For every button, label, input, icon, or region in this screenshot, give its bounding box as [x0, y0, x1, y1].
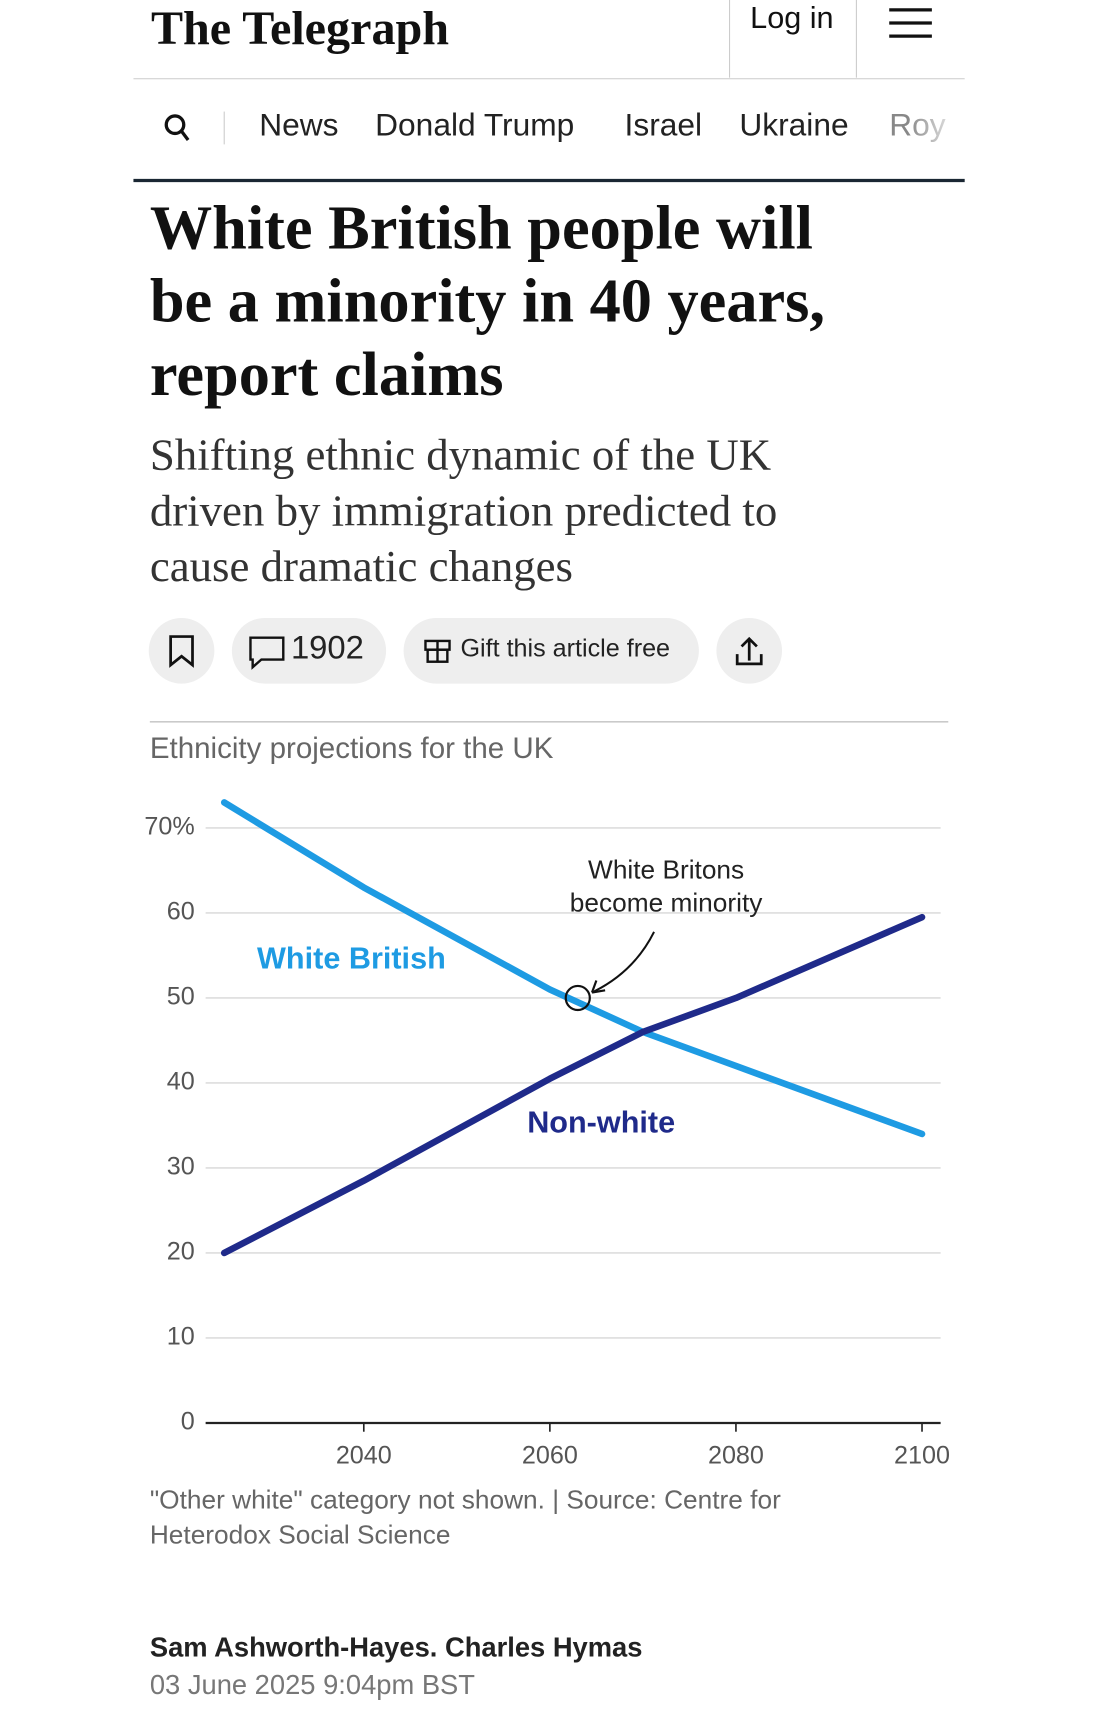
headline: White British people will [150, 193, 813, 262]
nav-item[interactable]: Donald Trump [375, 106, 574, 142]
bookmark-icon [169, 635, 194, 668]
byline[interactable]: Sam Ashworth-Hayes. Charles Hymas [150, 1632, 643, 1663]
x-tick-label: 2040 [336, 1442, 392, 1470]
y-tick-label: 20 [167, 1238, 195, 1266]
standfirst: Shifting ethnic dynamic of the UK [150, 430, 771, 480]
series-line [220, 799, 926, 1138]
nav-item[interactable]: Ukraine [739, 106, 848, 142]
menu-icon[interactable] [889, 8, 932, 38]
y-tick-label: 10 [167, 1323, 195, 1351]
chart-footnote: "Other white" category not shown. | Sour… [150, 1485, 781, 1515]
gift-icon [424, 639, 451, 663]
y-tick-label: 40 [167, 1068, 195, 1096]
share-icon [735, 636, 763, 666]
comment-count: 1902 [291, 628, 364, 665]
y-tick-label: 50 [167, 983, 195, 1011]
date: 03 June 2025 9:04pm BST [150, 1669, 475, 1700]
y-tick-label: 30 [167, 1153, 195, 1181]
nav-item[interactable]: Israel [625, 106, 703, 142]
y-tick-label: 0 [181, 1408, 195, 1436]
headline: report claims [150, 340, 504, 409]
gift-button[interactable] [403, 617, 699, 684]
series-label: White British [257, 941, 446, 975]
headline: be a minority in 40 years, [150, 267, 825, 336]
annotation-text: White Britons [588, 855, 744, 885]
chart-footnote: Heterodox Social Science [150, 1520, 451, 1550]
nav-item[interactable]: News [259, 106, 338, 142]
annotation-arrow [593, 931, 655, 993]
chart-title: Ethnicity projections for the UK [150, 732, 554, 765]
x-tick-label: 2080 [708, 1442, 764, 1470]
bookmark-button[interactable] [148, 617, 215, 684]
comments-button[interactable] [231, 617, 387, 684]
login[interactable]: Log in [750, 1, 833, 35]
y-tick-label: 60 [167, 898, 195, 926]
standfirst: cause dramatic changes [150, 541, 573, 591]
x-tick-label: 2060 [522, 1442, 578, 1470]
x-tick-label: 2100 [894, 1442, 950, 1470]
comment-icon [249, 636, 285, 670]
series-line [220, 913, 926, 1257]
gift-label: Gift this article free [460, 634, 670, 662]
series-label: Non-white [527, 1105, 675, 1139]
y-tick-label: 70% [144, 813, 194, 841]
standfirst: driven by immigration predicted to [150, 485, 777, 535]
annotation-text: become minority [570, 887, 763, 917]
annotation-marker [564, 984, 591, 1012]
arrow-head [590, 980, 606, 994]
nav-fade [907, 103, 965, 154]
logo[interactable]: The Telegraph [151, 2, 449, 55]
search-icon[interactable] [164, 114, 190, 141]
